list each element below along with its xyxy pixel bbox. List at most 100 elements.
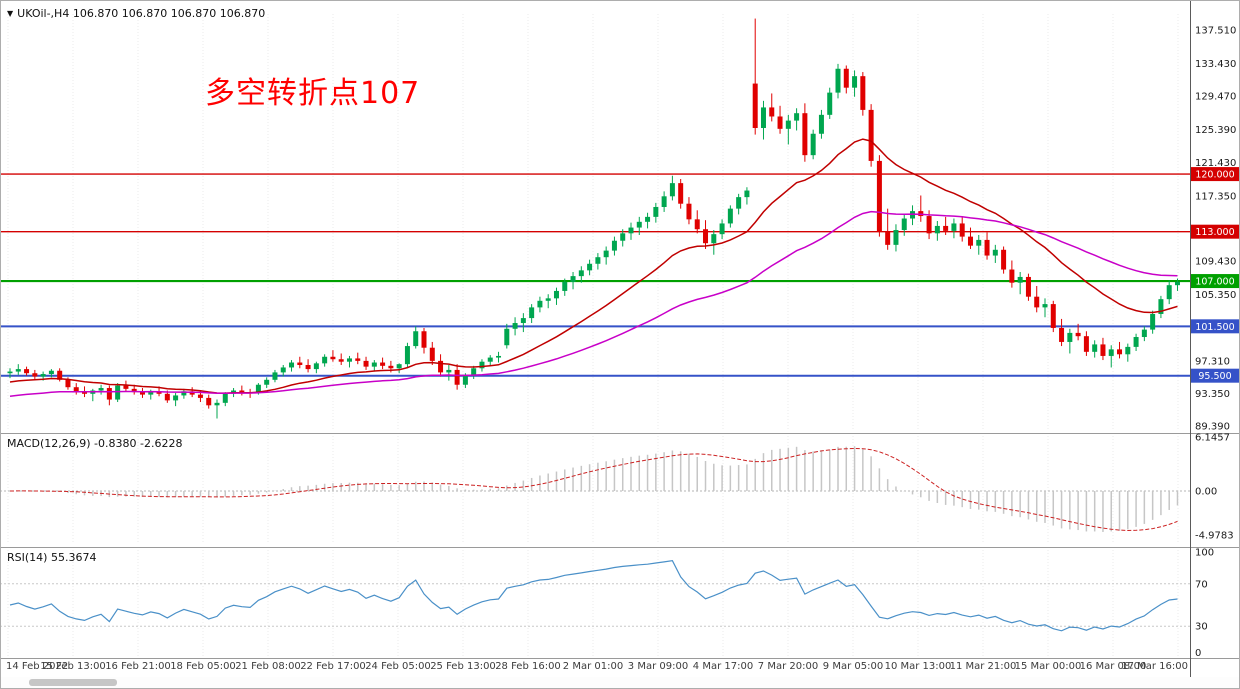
price-badge — [1191, 319, 1239, 334]
candle — [943, 216, 949, 235]
time-label: 15 Mar 00:00 — [1015, 661, 1082, 672]
candle — [396, 363, 402, 374]
candle — [139, 388, 145, 398]
candle — [959, 216, 965, 242]
time-label: 11 Mar 21:00 — [950, 661, 1017, 672]
price-badge — [1191, 368, 1239, 383]
candle — [910, 205, 916, 226]
candle — [727, 205, 733, 228]
price-badge-label: 95.500 — [1198, 371, 1231, 382]
candle — [628, 222, 634, 240]
candle — [264, 377, 270, 389]
candle — [380, 357, 386, 370]
candle — [1075, 323, 1081, 341]
candle — [537, 296, 543, 313]
candle — [918, 195, 924, 222]
candle — [611, 236, 617, 256]
candle — [1166, 280, 1172, 305]
candle — [355, 352, 361, 365]
candle — [363, 356, 369, 370]
candle — [603, 246, 609, 265]
candle — [48, 369, 54, 378]
candle — [280, 364, 286, 377]
candle — [636, 216, 642, 235]
dropdown-triangle-icon[interactable]: ▼ — [7, 8, 14, 18]
candle — [835, 63, 841, 99]
candle — [1025, 273, 1031, 301]
candle — [669, 175, 675, 201]
candle — [1141, 326, 1147, 342]
candle — [181, 388, 187, 399]
candle — [421, 327, 427, 354]
candle — [1125, 343, 1131, 362]
candle — [893, 224, 899, 252]
candle — [810, 129, 816, 160]
macd-tick-label: -4.9783 — [1195, 530, 1234, 541]
candle — [686, 197, 692, 225]
time-label: 14 Feb 2022 — [6, 661, 68, 672]
macd-name: MACD(12,26,9) — [7, 437, 91, 450]
price-badge-label: 107.000 — [1195, 277, 1234, 288]
candle — [901, 214, 907, 236]
rsi-tick-label: 30 — [1195, 622, 1208, 633]
candle — [744, 187, 750, 205]
candle — [951, 218, 957, 239]
candle — [802, 103, 808, 162]
rsi-value: 55.3674 — [50, 551, 97, 564]
candle — [1083, 331, 1089, 356]
candle — [346, 355, 352, 368]
candle — [595, 253, 601, 270]
time-label: 16 Feb 21:00 — [105, 661, 171, 672]
candle — [719, 219, 725, 240]
candle — [1108, 345, 1114, 368]
candle — [512, 317, 518, 336]
candle — [313, 361, 319, 374]
price-tick-label: 89.390 — [1195, 421, 1230, 432]
candle — [24, 366, 30, 376]
price-tick-label: 109.430 — [1195, 257, 1236, 268]
price-badge-label: 120.000 — [1195, 170, 1234, 181]
symbol-ohlc-text: UKOil-,H4 106.870 106.870 106.870 106.87… — [17, 7, 266, 20]
price-tick-label: 97.310 — [1195, 356, 1230, 367]
candle — [479, 359, 485, 372]
candle — [115, 383, 121, 403]
candle — [1100, 337, 1106, 361]
rsi-tick-label: 0 — [1195, 648, 1201, 659]
horizontal-scrollbar[interactable] — [1, 677, 1239, 688]
candle — [214, 399, 220, 419]
candle — [661, 191, 667, 212]
candle — [1067, 328, 1073, 354]
candle — [711, 230, 717, 255]
candle — [1017, 272, 1023, 295]
scrollbar-thumb[interactable] — [29, 679, 117, 686]
candle — [289, 360, 295, 372]
candle — [570, 272, 576, 290]
candle — [446, 364, 452, 381]
candle — [239, 385, 245, 396]
candle — [98, 384, 104, 395]
candle — [1117, 341, 1123, 359]
price-tick-label: 117.350 — [1195, 191, 1236, 202]
candle — [322, 354, 328, 367]
candle — [90, 388, 96, 402]
annotation-text: 多空转折点107 — [205, 76, 421, 111]
candle — [645, 212, 651, 229]
macd-values: -0.8380 -2.6228 — [94, 437, 183, 450]
candle — [438, 354, 444, 377]
time-label: 15 Feb 13:00 — [40, 661, 106, 672]
candle — [620, 229, 626, 247]
time-label: 7 Mar 20:00 — [758, 661, 818, 672]
rsi-indicator-label: RSI(14) 55.3674 — [7, 551, 96, 564]
candle — [131, 384, 137, 395]
candle — [578, 266, 584, 283]
price-tick-label: 105.350 — [1195, 290, 1236, 301]
candle — [992, 244, 998, 263]
price-badge-label: 101.500 — [1195, 322, 1234, 333]
rsi-tick-label: 100 — [1195, 548, 1214, 559]
candle — [1133, 333, 1139, 352]
candle — [967, 227, 973, 249]
time-label: 9 Mar 05:00 — [823, 661, 883, 672]
price-tick-label: 133.430 — [1195, 59, 1236, 70]
candle — [454, 364, 460, 390]
